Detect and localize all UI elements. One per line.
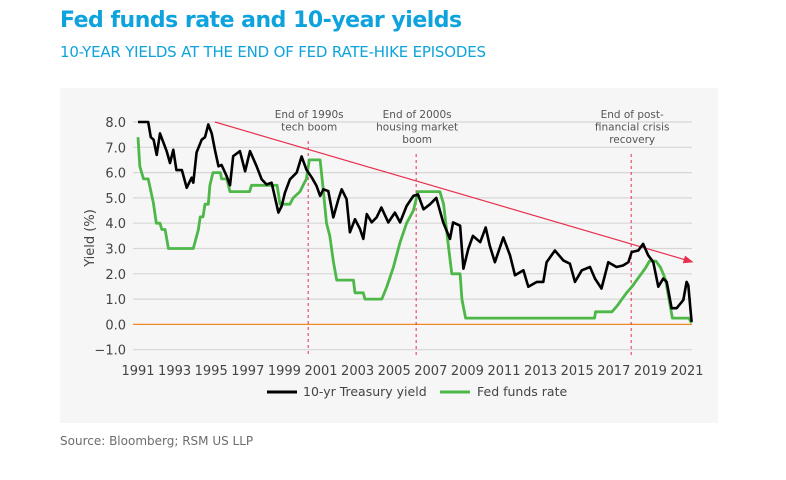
y-tick-label: 1.0	[105, 293, 126, 308]
x-tick-label: 2007	[414, 364, 447, 379]
event-annotation: tech boom	[281, 122, 337, 134]
y-tick-label: 4.0	[105, 217, 126, 232]
y-tick-label: 8.0	[105, 116, 126, 131]
event-annotation: End of 2000s	[383, 109, 452, 121]
x-tick-label: 2017	[597, 364, 630, 379]
y-tick-label: 7.0	[105, 141, 126, 156]
x-tick-label: 2001	[304, 364, 337, 379]
legend-label-treasury: 10-yr Treasury yield	[303, 384, 427, 399]
event-annotation: End of post-	[601, 109, 664, 121]
event-annotation: financial crisis	[595, 122, 670, 134]
x-tick-label: 2003	[341, 364, 374, 379]
y-tick-label: 5.0	[105, 192, 126, 207]
event-annotation: recovery	[609, 134, 655, 146]
event-annotation: End of 1990s	[275, 109, 344, 121]
treasury-yield-line	[138, 120, 693, 323]
x-tick-label: 2011	[487, 364, 520, 379]
x-tick-label: 1995	[195, 364, 228, 379]
x-tick-label: 2019	[634, 364, 667, 379]
legend-label-fed-funds: Fed funds rate	[477, 384, 567, 399]
x-tick-label: 2015	[561, 364, 594, 379]
y-tick-label: −1.0	[94, 344, 126, 359]
x-tick-label: 2021	[670, 364, 703, 379]
chart-title: Fed funds rate and 10-year yields	[60, 8, 462, 33]
y-tick-label: 2.0	[105, 268, 126, 283]
x-tick-label: 2009	[451, 364, 484, 379]
legend: 10-yr Treasury yield Fed funds rate	[267, 384, 567, 399]
x-tick-label: 1991	[121, 364, 154, 379]
event-annotation: boom	[402, 134, 432, 146]
y-tick-label: 6.0	[105, 167, 126, 182]
source-note: Source: Bloomberg; RSM US LLP	[60, 434, 254, 448]
fed-funds-line	[136, 137, 693, 324]
x-tick-label: 1999	[268, 364, 301, 379]
x-tick-label: 2013	[524, 364, 557, 379]
x-tick-label: 1993	[158, 364, 191, 379]
event-annotation: housing market	[376, 122, 458, 134]
y-tick-label: 3.0	[105, 243, 126, 258]
y-tick-label: 0.0	[105, 318, 126, 333]
x-tick-label: 2005	[378, 364, 411, 379]
x-tick-label: 1997	[231, 364, 264, 379]
y-axis-label: Yield (%)	[83, 209, 98, 268]
trend-arrow	[214, 121, 694, 264]
chart-subtitle: 10-YEAR YIELDS AT THE END OF FED RATE-HI…	[60, 43, 486, 61]
plot-panel	[60, 88, 718, 423]
